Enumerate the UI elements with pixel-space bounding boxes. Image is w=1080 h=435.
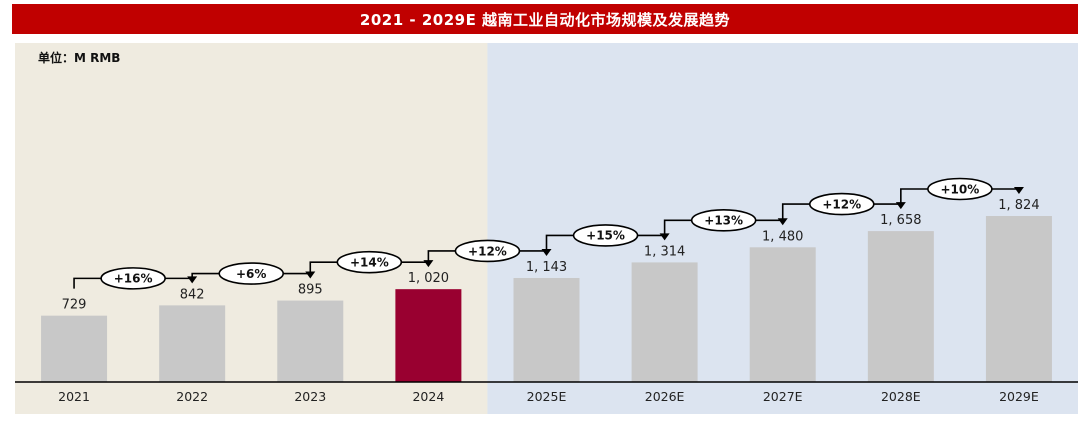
growth-label-1: +16%: [114, 272, 153, 286]
x-tick-label-2022: 2022: [176, 389, 208, 404]
growth-connectors-group: +16% +6% +14% +12% +15% +13% +12% +10%: [73, 177, 1024, 290]
growth-label-2: +6%: [236, 267, 266, 281]
x-tick-label-2027E: 2027E: [763, 389, 803, 404]
bar-2023: [277, 300, 344, 382]
x-tick-label-2026E: 2026E: [645, 389, 685, 404]
growth-label-8: +10%: [940, 182, 979, 196]
value-label-2029E: 1, 824: [998, 198, 1039, 213]
growth-label-7: +12%: [822, 197, 861, 211]
growth-connector-3: +14%: [309, 250, 434, 274]
bar-2025E: [513, 277, 580, 382]
value-label-2027E: 1, 480: [762, 229, 803, 244]
growth-connector-5: +15%: [545, 224, 670, 251]
bar-2029E: [985, 216, 1052, 382]
growth-badge-8: [927, 177, 993, 201]
growth-badge-3: [336, 250, 403, 274]
x-tick-label-2028E: 2028E: [881, 389, 921, 404]
value-label-2028E: 1, 658: [880, 213, 921, 228]
unit-label: 单位：M RMB: [38, 50, 120, 65]
x-tick-label-2023: 2023: [294, 389, 326, 404]
value-label-2026E: 1, 314: [644, 244, 685, 259]
growth-badge-2: [218, 262, 285, 285]
x-tick-label-2029E: 2029E: [999, 389, 1039, 404]
bars-group: 729 842 895 1, 020 1, 143 1, 314 1, 480 1, 658 1…: [41, 198, 1052, 382]
bar-2026E: [631, 262, 698, 382]
growth-badge-6: [690, 209, 757, 232]
x-tick-label-2024: 2024: [412, 389, 444, 404]
growth-label-4: +12%: [468, 244, 507, 258]
growth-badge-4: [454, 239, 521, 263]
growth-connector-4: +12%: [427, 239, 552, 263]
bar-2028E: [867, 231, 934, 382]
x-tick-label-2025E: 2025E: [527, 389, 567, 404]
x-axis-labels-group: 2021 2022 2023 2024 2025E 2026E 2027E 2028E 2029…: [58, 389, 1039, 404]
bar-2021: [41, 315, 108, 382]
bar-2024: [395, 289, 462, 382]
growth-connector-8: +10%: [900, 177, 1024, 205]
growth-label-5: +15%: [586, 229, 625, 243]
value-label-2024: 1, 020: [408, 271, 449, 286]
bar-2027E: [749, 247, 816, 382]
growth-connector-6: +13%: [663, 209, 788, 236]
x-tick-label-2021: 2021: [58, 389, 90, 404]
value-label-2021: 729: [62, 298, 87, 313]
growth-badge-1: [100, 267, 166, 290]
growth-label-6: +13%: [704, 214, 743, 228]
growth-label-3: +14%: [350, 255, 389, 269]
bar-2022: [159, 305, 226, 382]
value-label-2025E: 1, 143: [526, 260, 567, 275]
value-label-2023: 895: [298, 283, 323, 298]
growth-badge-5: [572, 224, 639, 247]
chart-title: 2021 - 2029E 越南工业自动化市场规模及发展趋势: [12, 4, 1078, 34]
growth-badge-7: [808, 192, 875, 216]
value-label-2022: 842: [180, 287, 205, 302]
